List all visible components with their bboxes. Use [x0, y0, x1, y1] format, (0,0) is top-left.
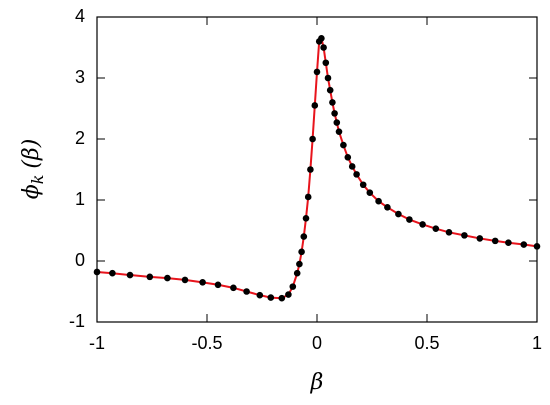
data-point: [164, 274, 171, 282]
x-tick-label: -0.5: [191, 333, 222, 353]
y-tick-label: 2: [75, 128, 85, 148]
data-point: [320, 44, 327, 51]
data-point: [300, 233, 308, 240]
data-point: [322, 59, 330, 67]
data-point: [181, 276, 189, 284]
data-point: [199, 279, 206, 286]
data-point: [214, 281, 222, 289]
data-point: [476, 235, 484, 242]
y-label-symbol: ϕ: [19, 184, 44, 199]
data-point: [304, 193, 312, 201]
plot-frame: [96, 16, 538, 323]
data-point: [326, 86, 334, 94]
data-point: [340, 141, 347, 149]
data-point: [318, 35, 325, 42]
y-label-argument: (β): [19, 139, 44, 169]
data-point: [289, 283, 297, 290]
data-point: [359, 181, 367, 189]
data-point: [395, 210, 402, 218]
data-point: [243, 288, 250, 295]
data-point: [533, 243, 541, 250]
data-point: [298, 248, 305, 256]
data-point: [419, 221, 426, 228]
data-point: [126, 271, 134, 279]
data-point: [406, 216, 413, 223]
data-point: [366, 189, 374, 196]
data-point: [267, 294, 275, 301]
data-line: [96, 35, 538, 300]
data-point: [313, 68, 321, 76]
x-tick-label: 1: [532, 333, 542, 353]
data-point: [329, 99, 336, 106]
data-point: [461, 232, 468, 239]
x-axis-label: β: [310, 370, 324, 395]
data-point: [375, 197, 382, 205]
data-point: [491, 237, 499, 245]
data-point: [520, 241, 528, 248]
data-point: [333, 119, 341, 126]
data-point: [505, 239, 512, 246]
data-point: [230, 284, 237, 292]
data-point: [293, 269, 301, 277]
y-tick-label: -1: [69, 311, 85, 331]
x-tick-label: 0.5: [414, 333, 439, 353]
data-point: [146, 273, 154, 281]
data-point: [311, 102, 319, 109]
y-label-subscript: k: [28, 175, 47, 185]
y-tick-label: 3: [75, 67, 85, 87]
data-point: [278, 294, 286, 302]
x-tick-label: 0: [312, 333, 322, 353]
data-point: [324, 74, 332, 82]
data-point: [109, 269, 116, 277]
data-point: [302, 215, 310, 222]
data-point: [331, 110, 338, 117]
data-point: [296, 260, 303, 268]
y-tick-label: 1: [75, 189, 85, 209]
data-point: [285, 291, 292, 298]
x-tick-label: -1: [89, 333, 105, 353]
data-point: [384, 204, 391, 211]
data-point: [445, 229, 453, 236]
y-tick-label: 0: [75, 250, 85, 270]
data-point: [307, 166, 314, 173]
data-point: [256, 291, 264, 299]
data-point: [93, 268, 101, 276]
data-point: [432, 225, 440, 232]
data-point: [348, 163, 356, 170]
data-point: [344, 154, 352, 161]
y-tick-label: 4: [75, 6, 85, 26]
data-point: [335, 128, 343, 135]
y-axis-label: ϕk (β): [19, 139, 47, 200]
data-point: [353, 171, 360, 178]
data-point: [309, 135, 316, 143]
